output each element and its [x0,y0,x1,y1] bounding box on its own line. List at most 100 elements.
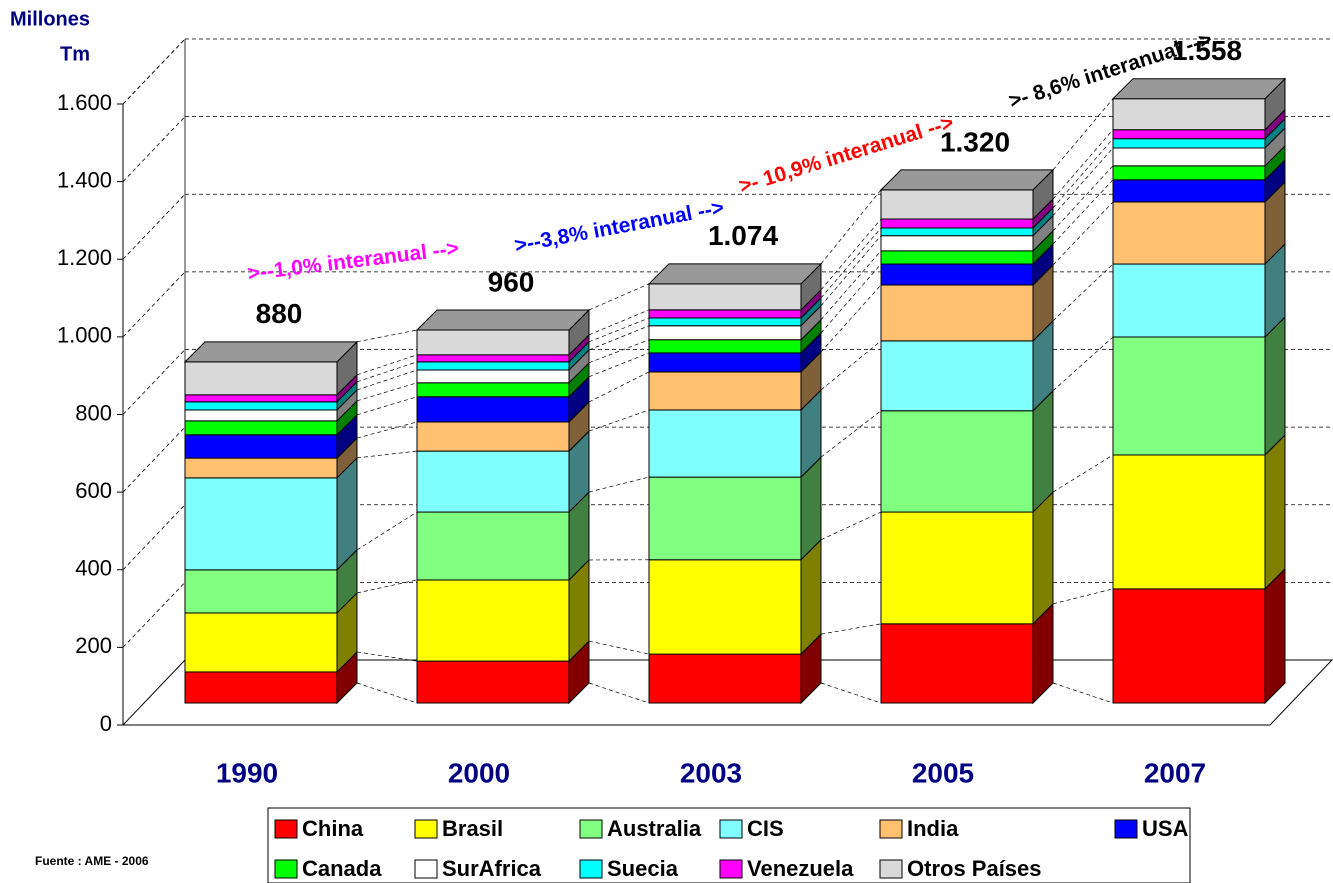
total-label: 960 [488,266,535,297]
bar-segment [880,235,1034,252]
total-label: 1.558 [1172,35,1242,66]
bar-segment [1112,129,1266,140]
connector [356,651,418,662]
legend-label: Canada [302,856,382,881]
connector [356,354,418,376]
y-tick-label: 1.000 [57,323,112,348]
connector [356,396,418,416]
total-label: 1.074 [708,220,778,251]
legend-swatch [414,859,438,879]
bar-side [1032,490,1054,626]
bar-segment [416,421,570,452]
legend-swatch [579,819,603,839]
x-tick-label: 2005 [912,757,974,788]
legend-label: India [907,816,959,841]
bar-segment [648,476,802,561]
bar-segment [1112,147,1266,167]
y-axis-title: Tm [60,43,90,65]
connector [820,623,882,635]
bar-segment [648,559,802,655]
bar-segment [184,401,338,411]
y-tick-label: 1.400 [57,167,112,192]
legend-swatch [414,819,438,839]
y-tick-label: 600 [75,478,112,503]
bar-segment [416,579,570,662]
y-axis-title: Millones [10,8,90,30]
connector [820,189,882,265]
bar-top [183,341,359,363]
legend-label: Otros Países [907,856,1042,881]
bar-segment [1112,263,1266,338]
y-tick-label: 1.600 [57,90,112,115]
bar-segment [1112,336,1266,456]
wall-edge [122,38,186,105]
bar-segment [648,317,802,327]
bar-segment [416,450,570,513]
connector [1052,147,1114,216]
connector [356,421,418,439]
bar-segment [184,569,338,614]
connector [356,511,418,551]
connectors [356,98,1114,704]
connector [820,340,882,391]
grid-line [122,426,186,493]
x-tick-label: 2003 [680,757,742,788]
connector [588,339,650,364]
y-tick-label: 800 [75,400,112,425]
bar-segment [880,340,1034,412]
connector [820,511,882,541]
legend-swatch [879,819,903,839]
legend-label: Brasil [442,816,503,841]
connector [588,409,650,432]
legend-swatch [719,859,743,879]
bar-segment [1112,165,1266,181]
bar-segment [416,329,570,356]
bar-segment [1112,454,1266,590]
bar-segment [880,410,1034,513]
connector [820,682,882,704]
bar-segment [416,511,570,581]
legend-label: China [302,816,364,841]
connector [1052,263,1114,322]
connector [1052,98,1114,171]
bar-segment [1112,201,1266,265]
connector [356,579,418,594]
connector [1052,138,1114,209]
y-tick-label: 1.200 [57,245,112,270]
connector [356,450,418,459]
bar-segment [880,284,1034,342]
bar-segment [184,409,338,422]
bar-segment [184,671,338,704]
bar-segment [416,396,570,423]
bar-segment [1112,98,1266,131]
connector [1052,179,1114,245]
bar-segment [880,263,1034,286]
connector [1052,588,1114,605]
connector [820,284,882,353]
bar-segment [416,369,570,384]
bar-segment [184,434,338,459]
connector [588,283,650,311]
connector [1052,336,1114,392]
legend-swatch [274,819,298,839]
legend-label: SurAfrica [442,856,542,881]
bar-side [1032,389,1054,514]
bar-top [879,169,1055,191]
bar-segment [880,218,1034,229]
bar-segment [184,477,338,571]
bar-side [1264,567,1286,705]
bar-top [647,263,823,285]
connector [588,371,650,403]
x-tick-label: 2000 [448,757,510,788]
grid-line [122,193,186,260]
connector [588,682,650,704]
connector [1052,129,1114,200]
legend-swatch [1114,819,1138,839]
connector [820,235,882,306]
grid-line [122,271,186,338]
bar-segment [648,339,802,354]
bar-top [1111,78,1287,100]
y-tick-label: 400 [75,556,112,581]
connector [588,325,650,351]
